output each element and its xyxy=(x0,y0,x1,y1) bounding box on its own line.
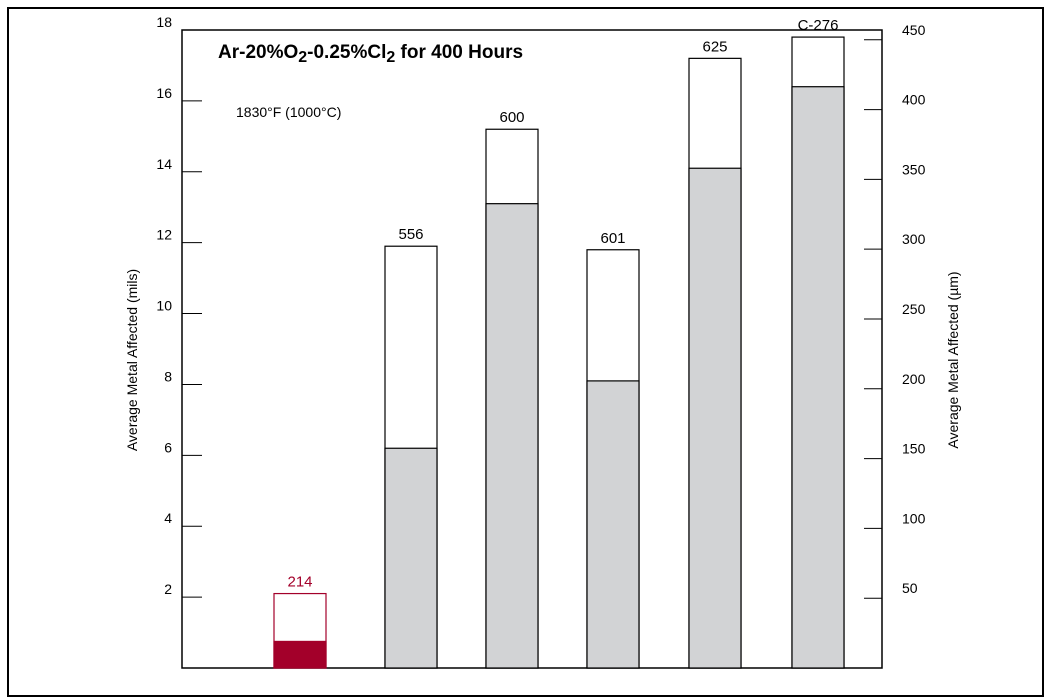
bar-inner-556 xyxy=(384,447,438,669)
bar-inner-214 xyxy=(273,640,327,669)
bars xyxy=(273,36,845,669)
y-tick-label-right: 200 xyxy=(902,371,926,387)
y-tick-label-right: 300 xyxy=(902,231,926,247)
y-tick-label-left: 14 xyxy=(156,156,172,172)
y-axis-label-right: Average Metal Affected (µm) xyxy=(945,271,961,448)
y-tick-label-left: 6 xyxy=(164,439,172,455)
y-tick-label-left: 12 xyxy=(156,227,172,243)
bar-labels: 214 556 600 601 625 C-276 xyxy=(287,17,838,590)
y-tick-label-right: 100 xyxy=(902,510,926,526)
bar-label-625: 625 xyxy=(702,38,727,55)
bar-inner-625 xyxy=(688,167,742,669)
y-tick-label-left: 18 xyxy=(156,14,172,30)
chart-title: Ar-20%O2-0.25%Cl2 for 400 Hours xyxy=(218,42,523,66)
temperature-annotation: 1830°F (1000°C) xyxy=(236,104,341,120)
bar-inner-c-276 xyxy=(791,86,845,669)
y-tick-label-left: 4 xyxy=(164,510,172,526)
bar-label-214: 214 xyxy=(287,574,312,591)
y-tick-label-right: 400 xyxy=(902,92,926,108)
y-axis-label-left: Average Metal Affected (mils) xyxy=(124,269,140,451)
y-tick-label-left: 8 xyxy=(164,368,172,384)
y-tick-label-right: 50 xyxy=(902,580,918,596)
bar-label-556: 556 xyxy=(398,226,423,243)
y-tick-label-right: 250 xyxy=(902,301,926,317)
y-tick-label-left: 16 xyxy=(156,85,172,101)
y-tick-label-right: 450 xyxy=(902,22,926,38)
bar-inner-600 xyxy=(485,203,539,669)
tick-marks: 2 4 6 8 10 12 14 16 18 50 100 150 200 250 300 350 400 450 xyxy=(156,14,926,599)
bar-inner-601 xyxy=(586,380,640,669)
y-tick-label-right: 350 xyxy=(902,161,926,177)
y-tick-label-left: 2 xyxy=(164,581,172,597)
bar-label-601: 601 xyxy=(600,230,625,247)
y-tick-label-right: 150 xyxy=(902,441,926,457)
y-tick-label-left: 10 xyxy=(156,298,172,314)
bar-label-c-276: C-276 xyxy=(798,17,839,34)
bar-label-600: 600 xyxy=(499,109,524,126)
